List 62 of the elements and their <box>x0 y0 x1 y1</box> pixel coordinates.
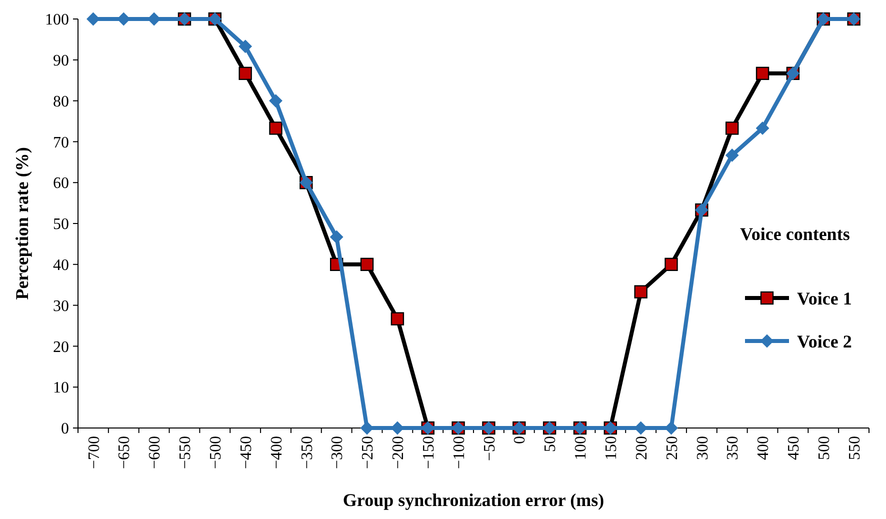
x-tick-label: −650 <box>116 436 134 470</box>
legend-label: Voice 1 <box>797 288 852 308</box>
x-tick-label: −250 <box>360 436 377 470</box>
point <box>726 148 739 162</box>
x-axis-title: Group synchronization error (ms) <box>342 490 604 510</box>
y-tick-label: 90 <box>53 52 69 70</box>
x-tick-label: −300 <box>329 436 346 470</box>
y-tick-label: 50 <box>53 216 69 234</box>
point <box>86 12 100 26</box>
point <box>634 285 648 298</box>
y-tick-label: 0 <box>61 420 69 438</box>
x-tick-label: −100 <box>450 436 468 470</box>
x-tick-label: 400 <box>755 436 772 460</box>
legend-title: Voice contents <box>740 224 850 244</box>
x-tick-label: −50 <box>481 436 498 462</box>
point <box>360 422 374 434</box>
x-tick-label: 150 <box>603 436 620 460</box>
x-tick-label: −550 <box>177 436 194 470</box>
point <box>664 422 678 434</box>
x-tick-label: −200 <box>390 436 408 470</box>
x-tick-label: 50 <box>542 436 560 452</box>
x-tick-label: −700 <box>86 436 103 470</box>
y-tick-label: 30 <box>53 298 69 315</box>
point <box>756 122 770 135</box>
y-tick-label: 80 <box>53 93 69 110</box>
x-tick-label: 200 <box>633 436 650 460</box>
x-tick-label: −150 <box>420 436 438 470</box>
point <box>725 122 739 135</box>
x-tick-label: 500 <box>816 436 833 460</box>
point <box>238 40 252 53</box>
x-tick-label: −600 <box>146 436 164 470</box>
point <box>390 422 404 434</box>
point <box>756 66 770 80</box>
y-tick-label: 60 <box>53 175 69 192</box>
point <box>360 258 374 271</box>
point <box>269 122 282 135</box>
y-tick-label: 100 <box>45 12 69 29</box>
legend-label: Voice 2 <box>797 331 852 352</box>
x-tick-label: 100 <box>572 436 590 460</box>
x-tick-label: −350 <box>298 436 316 470</box>
x-tick-label: −500 <box>208 436 225 470</box>
x-tick-label: −450 <box>238 436 255 470</box>
point <box>148 12 161 26</box>
x-tick-label: 350 <box>724 436 742 460</box>
point <box>117 12 130 26</box>
point <box>664 258 678 271</box>
x-tick-label: 550 <box>846 436 864 460</box>
point <box>390 312 404 326</box>
y-tick-label: 10 <box>53 380 69 397</box>
y-tick-label: 40 <box>53 257 69 274</box>
point <box>269 94 282 108</box>
x-tick-label: 250 <box>664 436 681 460</box>
y-tick-label: 20 <box>53 338 69 356</box>
point <box>238 66 252 80</box>
y-tick-label: 70 <box>53 134 69 152</box>
x-tick-label: −400 <box>268 436 286 470</box>
x-tick-label: 450 <box>786 436 803 460</box>
y-axis-title: Perception rate (%) <box>12 147 32 300</box>
x-tick-label: 300 <box>694 436 712 460</box>
point <box>634 422 648 434</box>
x-tick-label: 0 <box>512 436 529 444</box>
point <box>330 230 344 244</box>
